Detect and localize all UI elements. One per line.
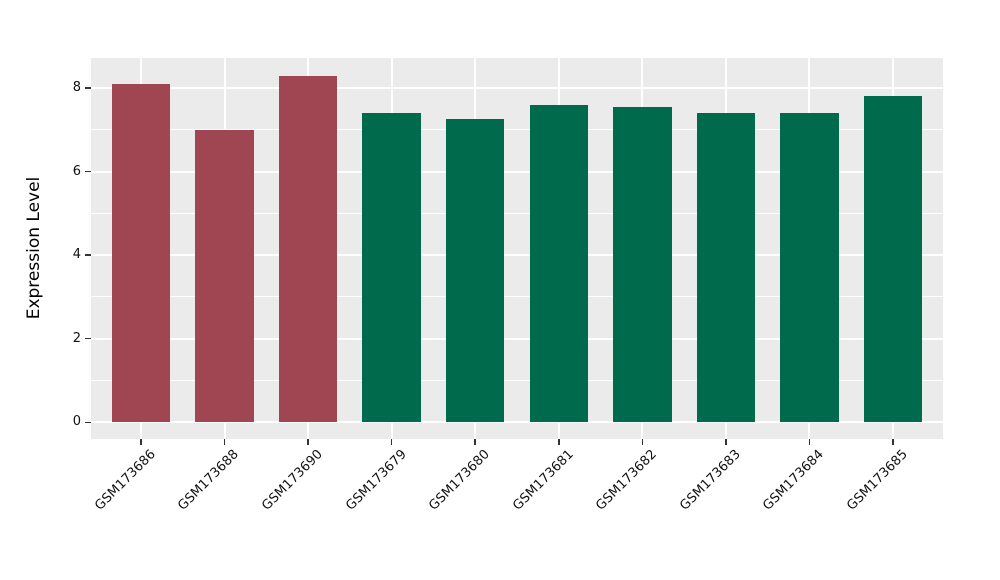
y-tick-mark [85,87,91,89]
x-tick-mark [140,439,142,445]
major-gridline [91,421,943,424]
bar [529,104,588,423]
major-gridline [91,254,943,257]
y-tick-label: 8 [72,80,81,96]
y-tick-mark [85,337,91,340]
x-tick-mark [307,439,309,445]
x-tick-label: GSM173684 [760,447,827,514]
bar [446,119,505,423]
bar [863,96,923,423]
y-tick-label: 0 [72,414,81,430]
minor-gridline [91,296,943,298]
x-tick-mark [390,439,393,445]
y-tick-mark [85,254,91,256]
plot-panel [91,58,943,439]
minor-gridline [91,380,943,381]
x-tick-label: GSM173679 [342,447,410,514]
x-tick-mark [641,439,644,445]
y-tick-label: 2 [72,330,81,346]
minor-gridline [91,212,943,214]
bar [613,106,672,423]
major-gridline [91,87,943,90]
y-tick-label: 4 [72,247,81,263]
bar [195,129,254,423]
bar [696,113,756,423]
x-tick-label: GSM173682 [593,447,660,514]
major-gridline [91,170,943,173]
x-tick-mark [223,439,226,445]
x-tick-mark [725,439,727,445]
y-tick-label: 6 [72,163,81,179]
x-tick-mark [474,439,476,445]
y-tick-mark [85,421,91,424]
bar [780,113,839,423]
y-axis-title: Expression Level [24,176,44,320]
x-tick-mark [808,439,811,445]
x-tick-mark [892,439,894,445]
minor-gridline [91,129,943,131]
bar [362,113,421,423]
x-tick-label: GSM173686 [92,447,159,514]
x-tick-label: GSM173688 [175,447,243,514]
x-tick-label: GSM173681 [509,447,577,514]
x-tick-label: GSM173683 [676,447,744,514]
x-tick-label: GSM173685 [843,447,911,514]
bar [278,75,338,423]
y-tick-mark [85,170,91,173]
x-tick-label: GSM173680 [426,447,493,514]
x-tick-label: GSM173690 [259,447,326,514]
bar [111,83,171,423]
x-tick-mark [558,439,560,445]
major-gridline [91,337,943,340]
